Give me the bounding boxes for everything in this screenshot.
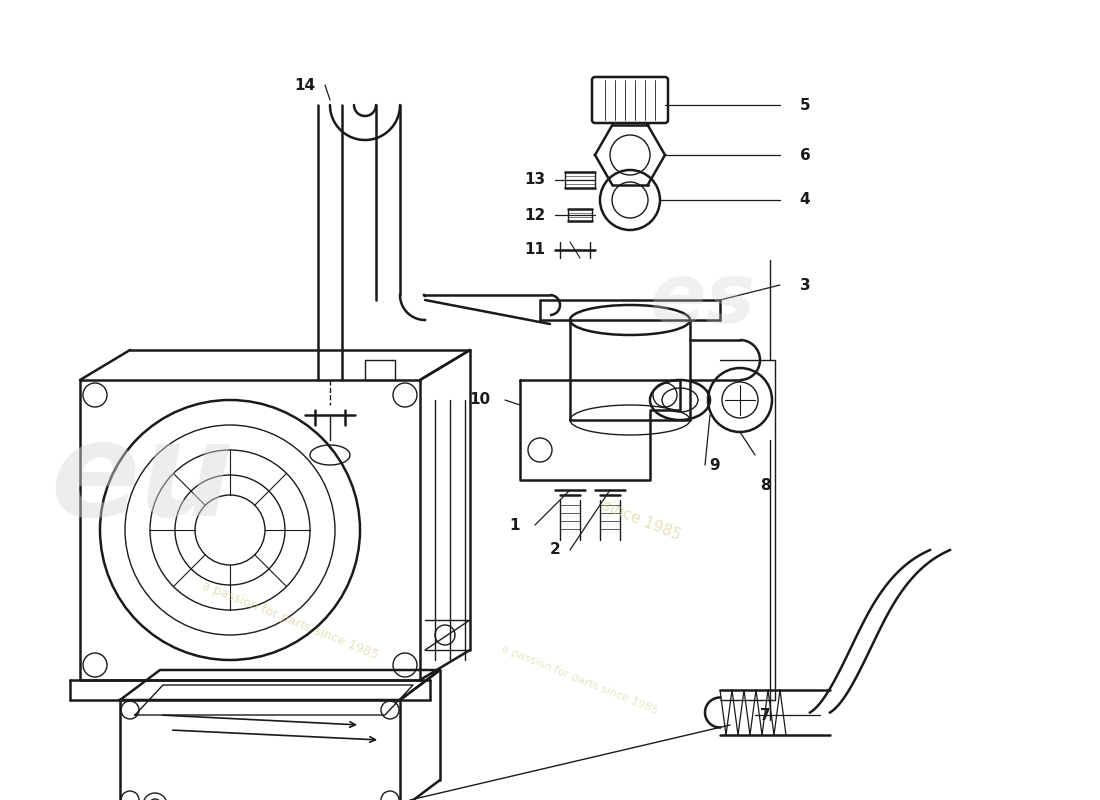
Text: 1: 1: [509, 518, 520, 533]
Text: 7: 7: [760, 707, 770, 722]
FancyBboxPatch shape: [592, 77, 668, 123]
Text: 9: 9: [710, 458, 720, 473]
Text: 8: 8: [760, 478, 770, 493]
Text: 14: 14: [295, 78, 316, 93]
Text: 2: 2: [550, 542, 560, 558]
Text: a passion for parts since 1985: a passion for parts since 1985: [200, 578, 381, 662]
Text: es: es: [650, 259, 756, 341]
Text: 10: 10: [470, 393, 491, 407]
Text: 6: 6: [800, 147, 811, 162]
Text: a passion for parts since 1985: a passion for parts since 1985: [500, 644, 660, 716]
Text: 4: 4: [800, 193, 811, 207]
Text: eu: eu: [50, 417, 233, 543]
Text: 13: 13: [525, 173, 546, 187]
Text: 12: 12: [525, 207, 546, 222]
Text: since 1985: since 1985: [600, 498, 683, 542]
Text: 3: 3: [800, 278, 811, 293]
Text: 5: 5: [800, 98, 811, 113]
Text: 11: 11: [525, 242, 546, 258]
